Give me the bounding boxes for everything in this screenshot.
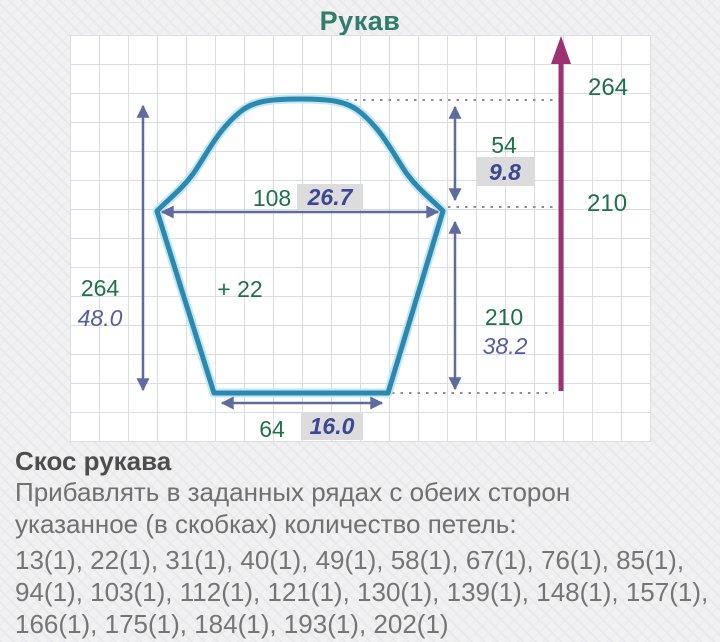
notes-numbers-line2: 94(1), 103(1), 112(1), 121(1), 130(1), 1… [15,577,709,607]
notes-numbers-line3: 166(1), 175(1), 184(1), 193(1), 202(1) [15,609,449,639]
label-cap-rows: 54 [491,132,517,158]
notes-body-line2: указанное (в скобках) количество петель: [15,509,517,539]
label-underarm-cm: 38.2 [483,333,528,359]
label-top-width-cm: 26.7 [307,184,354,210]
label-bottom-width-sts: 64 [259,416,285,442]
label-underarm-rows: 210 [485,304,523,330]
label-cap-cm: 9.8 [489,159,521,185]
value-chip-top-width [297,184,363,210]
notes-heading: Скос рукава [15,446,172,476]
value-chip-bottom-width [301,413,363,440]
scale-label-264: 264 [588,74,628,101]
scale-label-210: 210 [587,190,627,217]
label-total-cm: 48.0 [78,305,123,331]
value-chip-cap [476,157,534,186]
pattern-notes: Скос рукава Прибавлять в заданных рядах … [15,446,720,640]
sleeve-outline [154,96,446,396]
notes-numbers-line1: 13(1), 22(1), 31(1), 40(1), 49(1), 58(1)… [15,545,685,575]
row-scale-arrow [551,36,571,391]
page-title: Рукав [319,6,401,36]
notes-body-line1: Прибавлять в заданных рядах с обеих стор… [15,477,571,507]
label-total-rows: 264 [81,275,120,301]
label-top-width-sts: 108 [253,185,291,211]
label-increase-stitches: + 22 [217,276,262,302]
label-bottom-width-cm: 16.0 [310,413,355,439]
